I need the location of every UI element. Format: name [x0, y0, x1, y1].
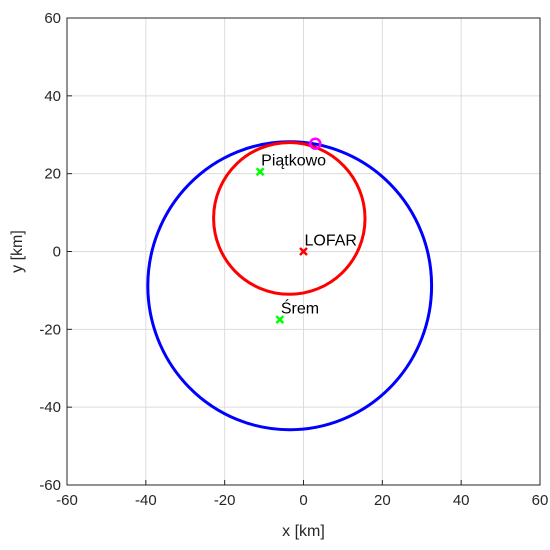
series-curve-2: [212, 141, 367, 296]
series-layer: [146, 140, 434, 432]
x-tick-label: 40: [453, 492, 470, 509]
highlight-marker: [309, 137, 322, 150]
series-curve-1: [146, 140, 434, 432]
y-tick-label: 40: [44, 88, 61, 105]
y-tick-label: -20: [39, 321, 61, 338]
y-tick-label: -60: [39, 477, 61, 494]
x-tick-label: -20: [214, 492, 236, 509]
points-layer: Piątkowo LOFAR Śrem: [255, 137, 357, 324]
x-tick-label: -60: [56, 492, 78, 509]
y-tick-label: 60: [44, 10, 61, 27]
marker-lofar: [299, 247, 308, 256]
y-tick-label: 0: [53, 244, 61, 261]
tick-layer: -60 -40 -20 0 20 40 60 -60 -40 -20 0 20 40 60: [39, 10, 548, 509]
x-tick-label: 0: [299, 492, 307, 509]
marker-srem: [275, 315, 285, 324]
x-axis-label: x [km]: [282, 523, 325, 540]
x-tick-label: 60: [532, 492, 549, 509]
label-piatkowo: Piątkowo: [261, 153, 326, 170]
label-srem: Śrem: [281, 299, 319, 318]
y-tick-label: 20: [44, 166, 61, 183]
x-tick-label: 20: [374, 492, 391, 509]
y-axis-label: y [km]: [9, 230, 26, 273]
marker-piatkowo: [255, 167, 265, 177]
x-tick-label: -40: [135, 492, 157, 509]
y-tick-label: -40: [39, 399, 61, 416]
label-lofar: LOFAR: [305, 233, 357, 250]
